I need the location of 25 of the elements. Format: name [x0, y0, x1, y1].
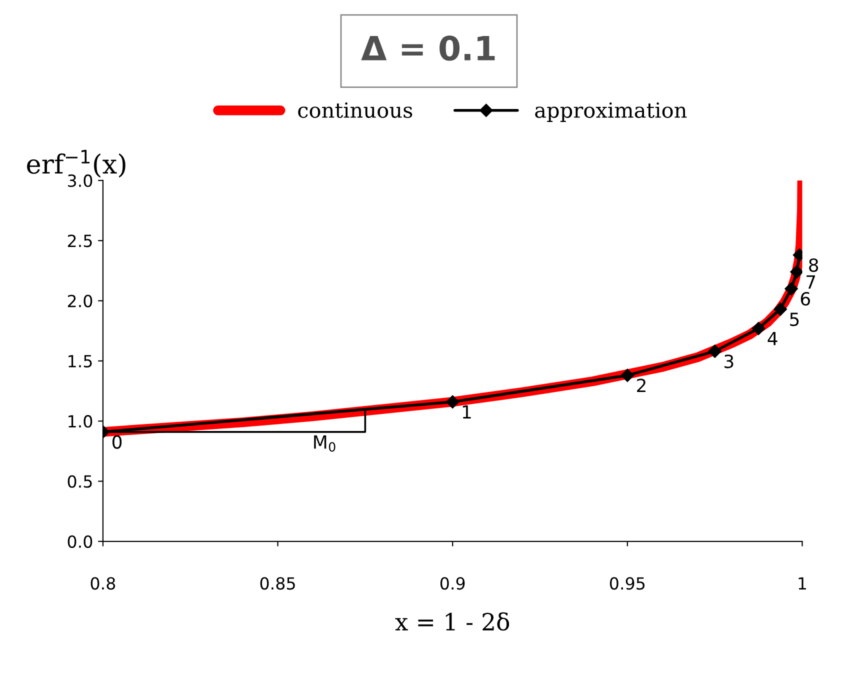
- y-tick-label: 0.5: [68, 475, 92, 488]
- annotation: 1: [462, 405, 471, 418]
- chart-title: Δ = 0.1: [361, 36, 495, 61]
- y-tick-label: 1.5: [68, 355, 92, 368]
- x-tick-label: 0.85: [260, 577, 295, 590]
- y-tick-label: 2.0: [68, 294, 92, 308]
- annotation: 4: [768, 332, 778, 346]
- annotation: 2: [637, 378, 646, 392]
- y-tick-label: 0.0: [68, 535, 92, 548]
- annotation: 7: [806, 275, 816, 289]
- annotation: M$_{0}$: [314, 435, 336, 452]
- x-tick-label: 0.95: [610, 577, 645, 590]
- y-tick-label: 2.5: [68, 234, 92, 248]
- y-tick-label: 1.0: [68, 415, 92, 428]
- annotation: 5: [790, 312, 799, 326]
- annotation: 0: [112, 435, 122, 449]
- annotation: 6: [800, 292, 810, 306]
- x-axis-title: x = 1 - 2δ: [395, 612, 510, 631]
- x-tick-label: 0.8: [90, 577, 116, 590]
- legend-label: continuous: [298, 102, 412, 118]
- x-tick-label: 0.9: [440, 577, 465, 590]
- legend-label: approximation: [535, 102, 687, 122]
- x-tick-label: 1: [798, 577, 806, 590]
- annotation: 8: [809, 258, 818, 272]
- annotation: 3: [724, 354, 734, 368]
